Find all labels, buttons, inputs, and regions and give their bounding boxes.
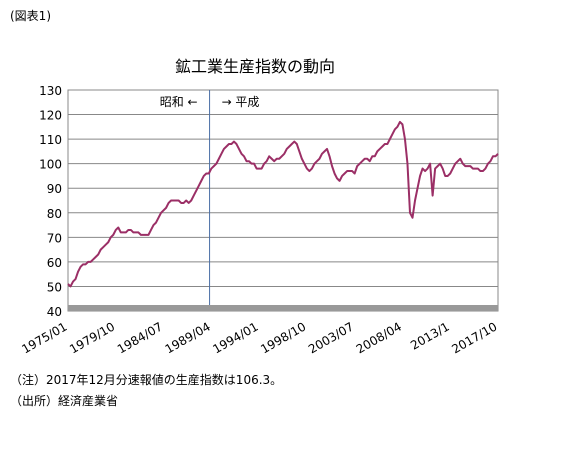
header-label: (図表1) — [10, 9, 51, 23]
y-tick-label: 100 — [39, 158, 62, 172]
x-tick-label: 2017/10 — [449, 319, 499, 356]
x-axis-band — [68, 305, 498, 311]
x-tick-label: 2003/07 — [306, 319, 356, 356]
plot-frame — [67, 89, 499, 312]
chart-title: 鉱工業生産指数の動向 — [175, 57, 335, 76]
x-tick-label: 2013/1 — [408, 319, 452, 352]
note: （出所）経済産業省 — [10, 393, 118, 408]
y-tick-label: 110 — [39, 133, 62, 147]
y-tick-label: 130 — [39, 84, 62, 98]
x-tick-label: 2008/04 — [354, 319, 404, 356]
y-tick-label: 90 — [47, 182, 62, 196]
series-line — [67, 120, 499, 288]
y-tick-label: 80 — [47, 207, 62, 221]
y-tick-label: 50 — [47, 280, 62, 294]
annotation: 昭和 ← — [160, 95, 198, 109]
x-tick-label: 1975/01 — [19, 319, 69, 356]
x-tick-label: 1989/04 — [163, 319, 213, 356]
y-tick-label: 120 — [39, 109, 62, 123]
note: （注）2017年12月分速報値の生産指数は106.3。 — [10, 372, 282, 387]
x-tick-label: 1998/10 — [258, 319, 308, 356]
y-tick-label: 40 — [47, 305, 62, 319]
y-tick-label: 60 — [47, 256, 62, 270]
x-tick-label: 1994/01 — [210, 319, 260, 356]
x-tick-label: 1979/10 — [67, 319, 117, 356]
annotation: → 平成 — [222, 95, 260, 109]
y-tick-label: 70 — [47, 231, 62, 245]
x-tick-label: 1984/07 — [115, 319, 165, 356]
